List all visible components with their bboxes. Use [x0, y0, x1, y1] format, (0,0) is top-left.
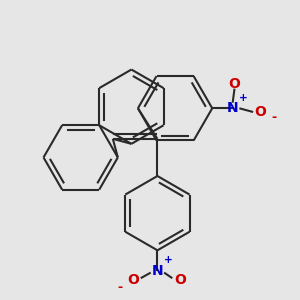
Text: -: -	[118, 281, 123, 294]
Text: +: +	[164, 255, 172, 265]
Text: -: -	[271, 111, 276, 124]
Text: N: N	[152, 264, 163, 278]
Text: O: O	[255, 105, 266, 119]
Text: O: O	[229, 77, 241, 91]
Text: O: O	[127, 273, 139, 287]
Text: +: +	[239, 93, 248, 103]
Text: O: O	[174, 273, 186, 287]
Text: N: N	[227, 101, 239, 115]
